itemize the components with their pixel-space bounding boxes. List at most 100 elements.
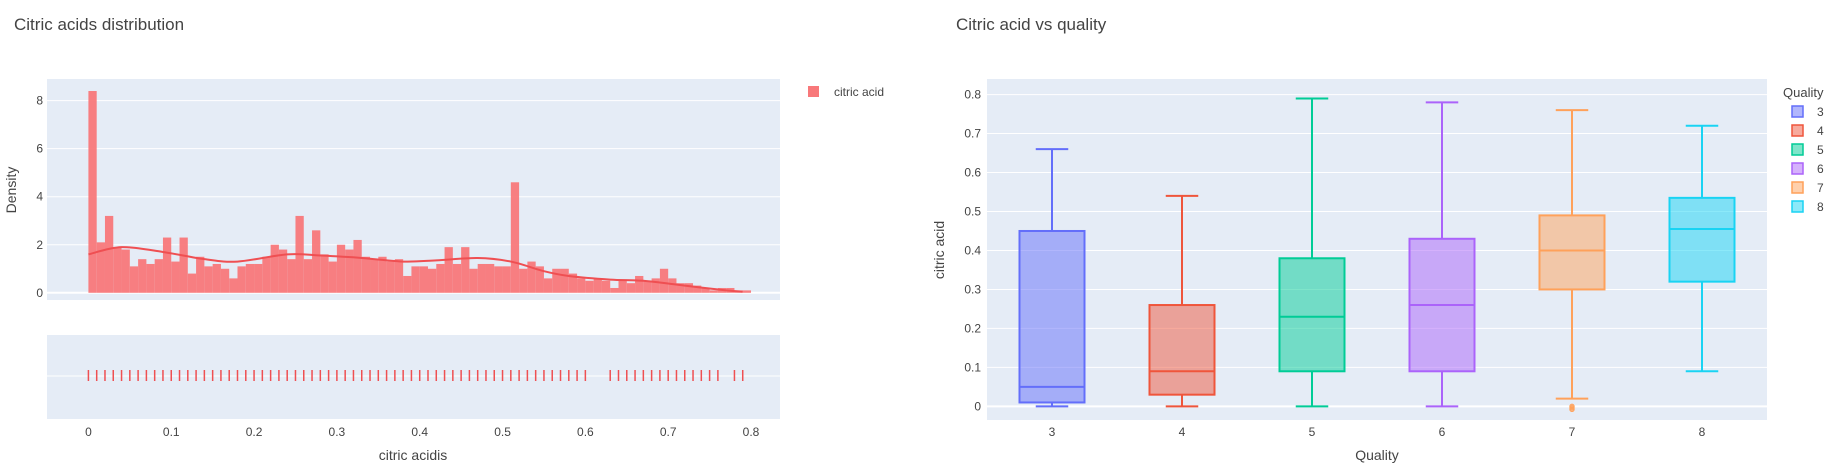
box-x-tick-label: 7	[1569, 425, 1576, 439]
hist-bar	[519, 268, 528, 293]
hist-bar	[618, 280, 627, 293]
hist-bar	[444, 247, 453, 293]
hist-x-tick-label: 0.5	[494, 425, 511, 439]
hist-bar	[245, 263, 255, 293]
hist-bar	[328, 261, 337, 293]
hist-bar	[154, 259, 163, 293]
hist-bar	[353, 239, 362, 293]
box-x-axis-label: Quality	[1355, 447, 1399, 463]
hist-x-tick-label: 0.6	[577, 425, 594, 439]
box-iqr	[1668, 196, 1736, 283]
box-x-ticks: 3 4 5 6 7 8	[1049, 425, 1706, 439]
box-x-tick-label: 6	[1439, 425, 1446, 439]
hist-bar	[659, 268, 669, 293]
hist-bar	[502, 266, 511, 293]
hist-y-tick-label: 0	[36, 286, 43, 300]
hist-bar	[320, 254, 329, 293]
box-y-tick-label: 0.3	[964, 282, 981, 296]
hist-bar	[162, 237, 172, 293]
hist-bar	[394, 259, 404, 293]
rug-x-ticks: 0 0.1 0.2 0.3 0.4 0.5 0.6 0.7 0.8	[85, 425, 760, 439]
hist-bar	[403, 275, 412, 293]
box-gridlines	[987, 94, 1767, 408]
hist-bar	[129, 266, 139, 293]
legend-label-quality-4: 4	[1817, 124, 1824, 138]
hist-bar	[742, 290, 752, 293]
hist-bar	[312, 230, 321, 293]
hist-bar	[303, 259, 313, 293]
hist-bar	[593, 278, 602, 293]
box-quality-7	[1538, 109, 1606, 413]
hist-bar	[635, 275, 644, 293]
hist-x-tick-label: 0.2	[246, 425, 263, 439]
hist-bar	[386, 261, 395, 293]
rug-plot-area	[47, 335, 780, 419]
box-iqr	[1148, 304, 1216, 396]
hist-bar	[601, 280, 611, 293]
hist-bar	[220, 268, 230, 293]
hist-bar	[254, 263, 263, 293]
legend-swatch-quality-4	[1791, 124, 1804, 137]
hist-bar	[278, 249, 288, 293]
box-y-tick-label: 0	[974, 399, 981, 413]
hist-bar	[552, 268, 561, 293]
hist-bar	[684, 283, 694, 293]
hist-x-tick-label: 0.3	[329, 425, 346, 439]
box-y-tick-label: 0.5	[964, 205, 981, 219]
box-y-axis-label: citric acid	[931, 221, 947, 279]
box-y-tick-label: 0.1	[964, 360, 981, 374]
box-series	[1018, 97, 1736, 413]
hist-bar	[610, 287, 619, 293]
hist-x-tick-label: 0.7	[660, 425, 677, 439]
rug-marks	[87, 370, 744, 381]
legend-swatch-quality-5	[1791, 143, 1804, 156]
hist-bar	[262, 256, 271, 293]
hist-bar	[146, 263, 155, 293]
hist-bar	[104, 215, 114, 293]
hist-bar	[179, 237, 188, 293]
hist-y-tick-label: 8	[36, 94, 43, 108]
box-plot-area	[987, 79, 1767, 420]
hist-bar	[643, 280, 652, 293]
hist-bar	[452, 263, 462, 293]
legend-swatch-quality-8	[1791, 200, 1804, 213]
hist-bar	[378, 256, 387, 293]
legend-label-citric-acid[interactable]: citric acid	[834, 85, 884, 99]
hist-bar	[436, 263, 445, 293]
hist-bar	[651, 278, 660, 293]
legend-label-quality-3: 3	[1817, 105, 1824, 119]
kde-curve	[88, 246, 743, 293]
box-y-tick-label: 0.6	[964, 166, 981, 180]
box-y-ticks: 0 0.1 0.2 0.3 0.4 0.5 0.6 0.7 0.8	[964, 88, 981, 414]
hist-bar	[345, 249, 354, 293]
box-iqr	[1538, 214, 1606, 291]
hist-bar	[560, 268, 569, 293]
hist-x-axis-label: citric acidis	[379, 447, 447, 463]
hist-bar	[626, 283, 636, 293]
hist-bar	[461, 247, 470, 293]
hist-bar	[701, 287, 710, 293]
hist-bar	[568, 273, 578, 293]
hist-bar	[527, 261, 536, 293]
hist-bar	[427, 268, 437, 293]
box-x-tick-label: 5	[1309, 425, 1316, 439]
legend-label-quality-8: 8	[1817, 200, 1824, 214]
hist-bar	[668, 278, 677, 293]
hist-bar	[419, 266, 428, 293]
hist-bar	[693, 285, 702, 293]
box-legend: 3 4 5 6 7 8	[1791, 105, 1824, 214]
legend-swatch-quality-3	[1791, 105, 1804, 118]
legend-swatch-quality-7	[1791, 181, 1804, 194]
legend-label-quality-6: 6	[1817, 162, 1824, 176]
hist-bar	[510, 182, 520, 293]
hist-bar	[535, 266, 544, 293]
hist-x-tick-label: 0	[85, 425, 92, 439]
hist-y-axis-label: Density	[3, 167, 19, 214]
hist-bar	[585, 280, 594, 293]
box-x-tick-label: 8	[1699, 425, 1706, 439]
box-y-tick-label: 0.2	[964, 321, 981, 335]
hist-bar	[287, 259, 296, 293]
hist-bar	[577, 278, 586, 293]
hist-bar	[485, 263, 495, 293]
legend-swatch-citric-acid[interactable]	[808, 86, 819, 97]
